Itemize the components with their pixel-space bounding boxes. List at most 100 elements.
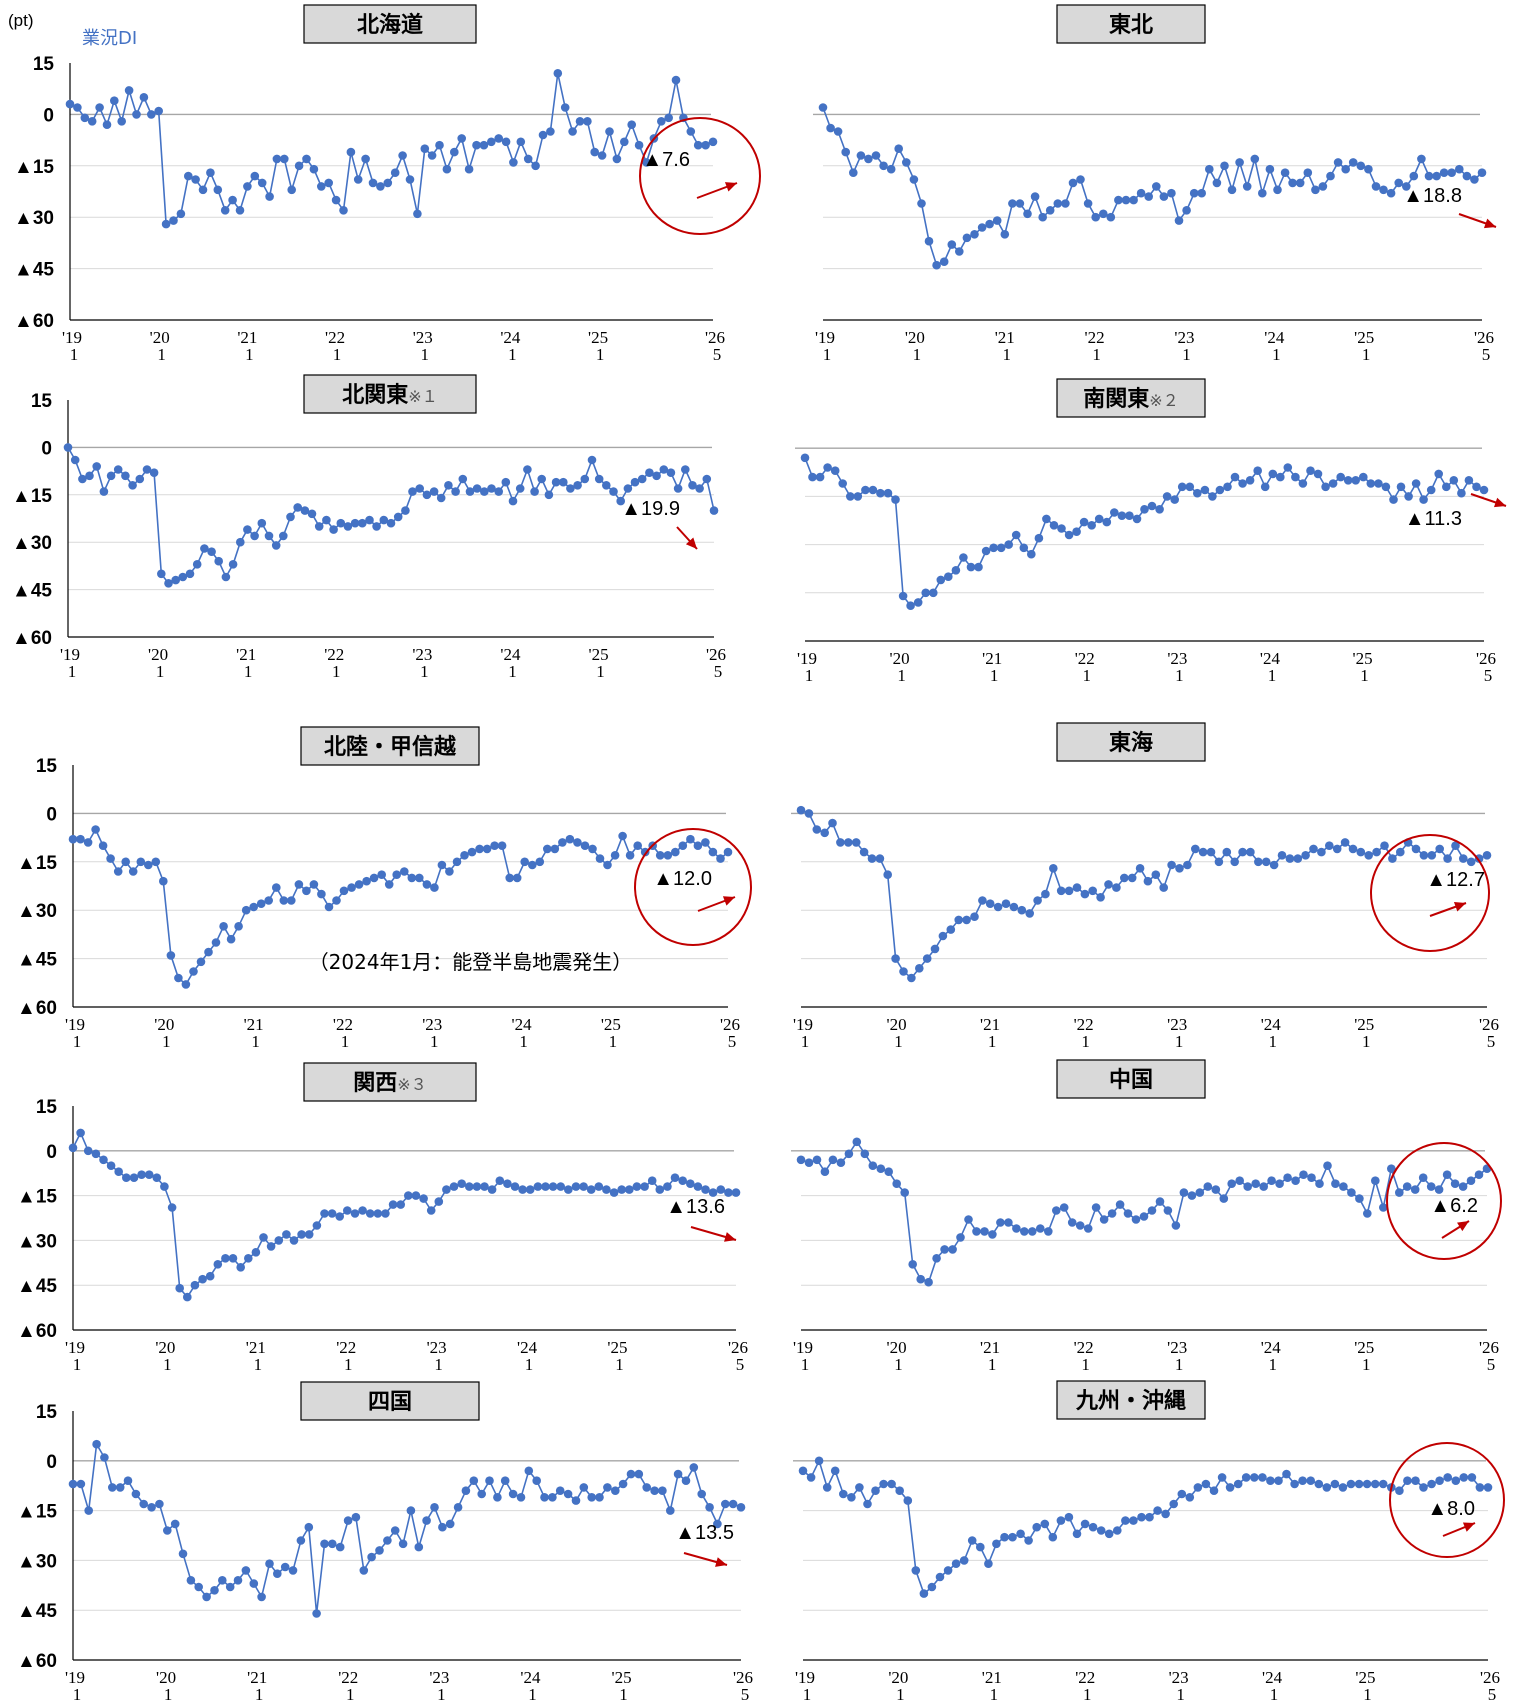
data-point [721, 1499, 730, 1509]
data-point [350, 1209, 360, 1218]
data-point [1479, 485, 1489, 495]
data-point [1061, 199, 1070, 208]
chart-1: 150▲15▲30▲45▲60'191'201'211'221'231'241'… [14, 4, 761, 364]
x-tick-year: '19 [793, 1015, 813, 1034]
x-tick-year: '22 [1075, 649, 1095, 668]
data-point [1019, 543, 1029, 553]
x-tick-month: 1 [1268, 1355, 1277, 1374]
data-point [1389, 495, 1398, 504]
data-point [1307, 1173, 1316, 1182]
data-point [1206, 847, 1216, 857]
data-point [1087, 521, 1096, 530]
data-point [1045, 206, 1055, 215]
data-point [191, 175, 200, 184]
data-point [1075, 1221, 1085, 1230]
data-point [1359, 472, 1368, 482]
data-point [673, 1469, 683, 1479]
x-tick-year: '23 [1167, 1015, 1187, 1034]
data-point [251, 1248, 261, 1257]
data-point [1250, 1473, 1259, 1482]
y-tick-label: ▲60 [17, 1321, 57, 1342]
data-point [1189, 188, 1199, 198]
data-point [1351, 476, 1360, 485]
data-point [335, 1212, 345, 1221]
data-point [1483, 1483, 1493, 1492]
data-point [1379, 185, 1388, 195]
title-main: 中国 [1109, 1068, 1153, 1093]
data-point [1341, 164, 1350, 174]
data-point [235, 206, 245, 215]
data-point [981, 546, 991, 556]
data-point [1227, 1179, 1236, 1188]
data-point [312, 1221, 322, 1230]
data-point [1113, 1526, 1122, 1535]
data-point [1280, 168, 1290, 177]
data-point [595, 854, 605, 863]
data-point [497, 841, 507, 850]
y-tick-label: ▲60 [14, 311, 54, 332]
data-point [603, 1483, 612, 1492]
data-point [568, 127, 577, 136]
data-point [1020, 1227, 1029, 1236]
data-point [689, 1463, 699, 1472]
data-point [1127, 873, 1137, 883]
data-point [847, 1493, 856, 1502]
data-point [1153, 1506, 1162, 1515]
data-point [868, 485, 878, 495]
data-point [1151, 870, 1161, 879]
data-point [1147, 501, 1157, 511]
data-point [1370, 1479, 1380, 1489]
data-point [1394, 178, 1403, 188]
x-tick-year: '25 [589, 645, 609, 664]
data-point [379, 515, 389, 525]
series-line [73, 1441, 742, 1614]
data-point [1009, 902, 1019, 912]
title-box [1056, 722, 1206, 762]
data-point [571, 1182, 581, 1191]
data-point [940, 1245, 949, 1254]
data-point [450, 147, 459, 157]
data-point [147, 1503, 156, 1512]
data-point [189, 967, 198, 976]
x-tick-year: '26 [705, 328, 725, 347]
data-point [537, 474, 546, 484]
data-point [293, 503, 303, 512]
data-point [1217, 1473, 1227, 1482]
data-point [376, 182, 385, 191]
data-point [1193, 1483, 1203, 1492]
data-point [1321, 482, 1330, 492]
last-value-label: ▲12.0 [653, 868, 712, 890]
data-point [1238, 847, 1247, 857]
x-tick-month: 1 [1081, 1032, 1090, 1051]
data-point [540, 1493, 549, 1502]
data-point [213, 185, 223, 195]
data-point [280, 1562, 290, 1572]
data-point [377, 870, 387, 879]
data-point [464, 164, 474, 174]
x-tick-month: 1 [596, 662, 605, 681]
x-tick-month: 1 [157, 345, 166, 364]
data-point [272, 883, 281, 892]
y-tick-label: ▲30 [12, 533, 52, 554]
data-point [1458, 1182, 1468, 1191]
data-point [1242, 182, 1252, 191]
data-point [339, 206, 348, 215]
y-tick-label: ▲45 [14, 260, 54, 281]
data-point [1203, 1182, 1213, 1191]
data-point [388, 1200, 398, 1209]
data-point [367, 1552, 376, 1562]
data-point [452, 857, 462, 867]
data-point [996, 1218, 1005, 1227]
data-point [1333, 158, 1343, 167]
data-point [358, 518, 367, 528]
data-point [1159, 883, 1168, 892]
data-point [185, 569, 195, 579]
data-point [1012, 1224, 1021, 1233]
y-tick-label: 0 [46, 804, 57, 825]
data-point [736, 1503, 746, 1512]
x-tick-year: '25 [588, 328, 608, 347]
title-text: 南関東※２ [1083, 387, 1178, 412]
data-point [1000, 230, 1010, 239]
data-point [1250, 154, 1260, 164]
data-point [618, 1479, 628, 1489]
